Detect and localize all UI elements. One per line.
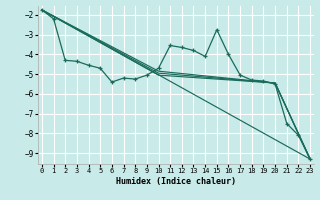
- X-axis label: Humidex (Indice chaleur): Humidex (Indice chaleur): [116, 177, 236, 186]
